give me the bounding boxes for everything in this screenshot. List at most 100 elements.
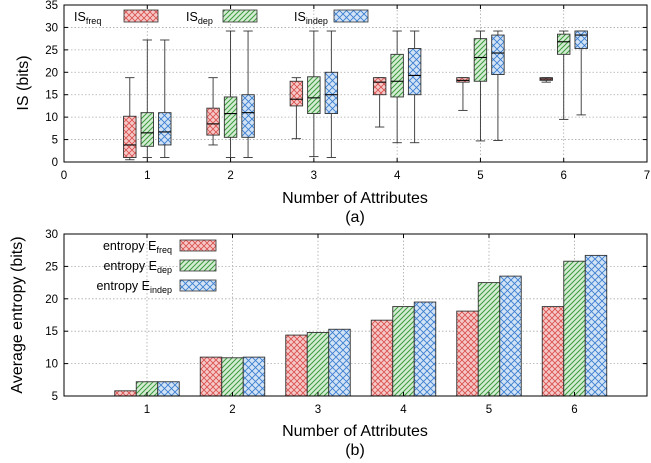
legend-b-label-dep: entropy Edep xyxy=(103,259,172,275)
panel-a-caption: (a) xyxy=(345,209,365,226)
legend-b-swatch-indep xyxy=(179,279,217,292)
panel-a-ylabel: IS (bits) xyxy=(15,55,32,110)
xtick-label: 7 xyxy=(644,170,650,182)
legend-b-label-freq: entropy Efreq xyxy=(103,239,172,255)
ytick-label: 20 xyxy=(45,67,58,79)
bar-dep-4 xyxy=(392,306,415,397)
bar-indep-1 xyxy=(157,381,180,397)
bar-dep-5 xyxy=(477,282,501,397)
bar-dep-3 xyxy=(306,332,330,397)
box-body xyxy=(574,30,588,49)
box-body xyxy=(223,96,238,138)
box-dep-5 xyxy=(473,30,488,142)
box-body xyxy=(557,33,571,55)
box-freq-2 xyxy=(206,77,220,146)
xtick-label: 3 xyxy=(311,170,317,182)
bar-freq-1 xyxy=(114,390,137,397)
panel-b-xlabel: Number of Attributes xyxy=(282,423,428,440)
bar-indep-2 xyxy=(242,356,266,397)
legend-b-swatch-dep xyxy=(179,259,217,272)
panel-b-ylabel: Average entropy (bits) xyxy=(9,236,26,393)
ytick-label: 10 xyxy=(45,359,58,371)
panel-a-xlabel: Number of Attributes xyxy=(282,190,428,207)
xtick-label: 2 xyxy=(229,404,235,416)
legend-a-swatch-indep xyxy=(333,9,369,23)
xtick-label: 4 xyxy=(394,170,401,182)
box-dep-3 xyxy=(307,30,321,158)
xtick-label: 4 xyxy=(400,404,407,416)
box-body xyxy=(390,53,404,98)
legend-b-label-indep: entropy Eindep xyxy=(96,279,172,295)
xtick-label: 5 xyxy=(486,404,492,416)
panel-a-boxplot: 0 5 10 15 20 25 30 35 0 1 2 3 4 5 6 7 ISfreq ISdep ISinde… xyxy=(15,0,650,226)
box-body xyxy=(307,76,321,115)
ytick-label: 25 xyxy=(45,261,58,273)
bar-freq-2 xyxy=(199,356,223,397)
xtick-label: 6 xyxy=(571,404,577,416)
legend-a-label-freq: ISfreq xyxy=(74,10,101,26)
xtick-label: 0 xyxy=(61,170,67,182)
box-body xyxy=(324,71,339,115)
box-indep-1 xyxy=(158,39,172,158)
bar-freq-5 xyxy=(456,310,479,397)
ytick-label: 35 xyxy=(45,0,58,12)
panel-b-legend: entropy Efreq entropy Edep entropy Eindep xyxy=(96,239,217,295)
ytick-label: 20 xyxy=(45,294,58,306)
bar-indep-5 xyxy=(499,275,522,397)
legend-a-swatch-freq xyxy=(123,9,159,23)
box-body xyxy=(140,112,154,147)
bar-freq-6 xyxy=(541,306,565,397)
bar-dep-2 xyxy=(221,357,244,397)
box-body xyxy=(289,80,304,107)
box-dep-4 xyxy=(390,30,404,144)
bar-indep-4 xyxy=(413,301,437,397)
legend-a-label-dep: ISdep xyxy=(186,10,213,26)
bar-freq-3 xyxy=(285,334,308,397)
panel-b-frame xyxy=(63,233,648,397)
legend-a-label-indep: ISindep xyxy=(294,10,328,26)
xtick-label: 1 xyxy=(144,404,150,416)
ytick-label: 30 xyxy=(45,22,58,34)
panel-a-ticks: 0 5 10 15 20 25 30 35 0 1 2 3 4 5 6 7 xyxy=(45,0,650,182)
box-freq-5 xyxy=(456,77,470,111)
bar-freq-4 xyxy=(370,319,394,397)
bar-indep-3 xyxy=(328,328,351,397)
box-indep-6 xyxy=(574,30,588,116)
box-body xyxy=(158,112,172,146)
xtick-label: 1 xyxy=(144,170,150,182)
ytick-label: 25 xyxy=(45,45,58,57)
xtick-label: 3 xyxy=(315,404,321,416)
box-body xyxy=(491,34,505,75)
panel-b-bars xyxy=(114,254,608,397)
ytick-label: 15 xyxy=(45,90,58,102)
box-indep-2 xyxy=(241,30,255,158)
ytick-label: 10 xyxy=(45,112,58,124)
ytick-label: 0 xyxy=(52,157,58,169)
xtick-label: 2 xyxy=(227,170,233,182)
xtick-label: 5 xyxy=(477,170,483,182)
box-indep-4 xyxy=(407,30,422,144)
ytick-label: 30 xyxy=(45,229,58,241)
legend-b-swatch-freq xyxy=(179,239,217,252)
box-dep-1 xyxy=(140,39,154,158)
box-indep-5 xyxy=(491,30,505,141)
box-body xyxy=(206,107,220,136)
ytick-label: 5 xyxy=(52,391,58,403)
box-freq-6 xyxy=(539,77,553,83)
ytick-label: 5 xyxy=(52,135,58,147)
panel-b-caption: (b) xyxy=(345,442,365,459)
xtick-label: 6 xyxy=(561,170,567,182)
box-dep-6 xyxy=(557,30,571,120)
bar-indep-6 xyxy=(584,254,608,397)
panel-a-frame xyxy=(63,4,648,163)
bar-dep-6 xyxy=(563,260,586,397)
box-body xyxy=(407,48,422,96)
box-body xyxy=(123,115,137,158)
box-dep-2 xyxy=(223,30,238,158)
panel-a-legend: ISfreq ISdep ISindep xyxy=(74,9,369,26)
box-body xyxy=(372,77,387,96)
box-body xyxy=(473,38,488,82)
box-freq-1 xyxy=(123,77,137,161)
